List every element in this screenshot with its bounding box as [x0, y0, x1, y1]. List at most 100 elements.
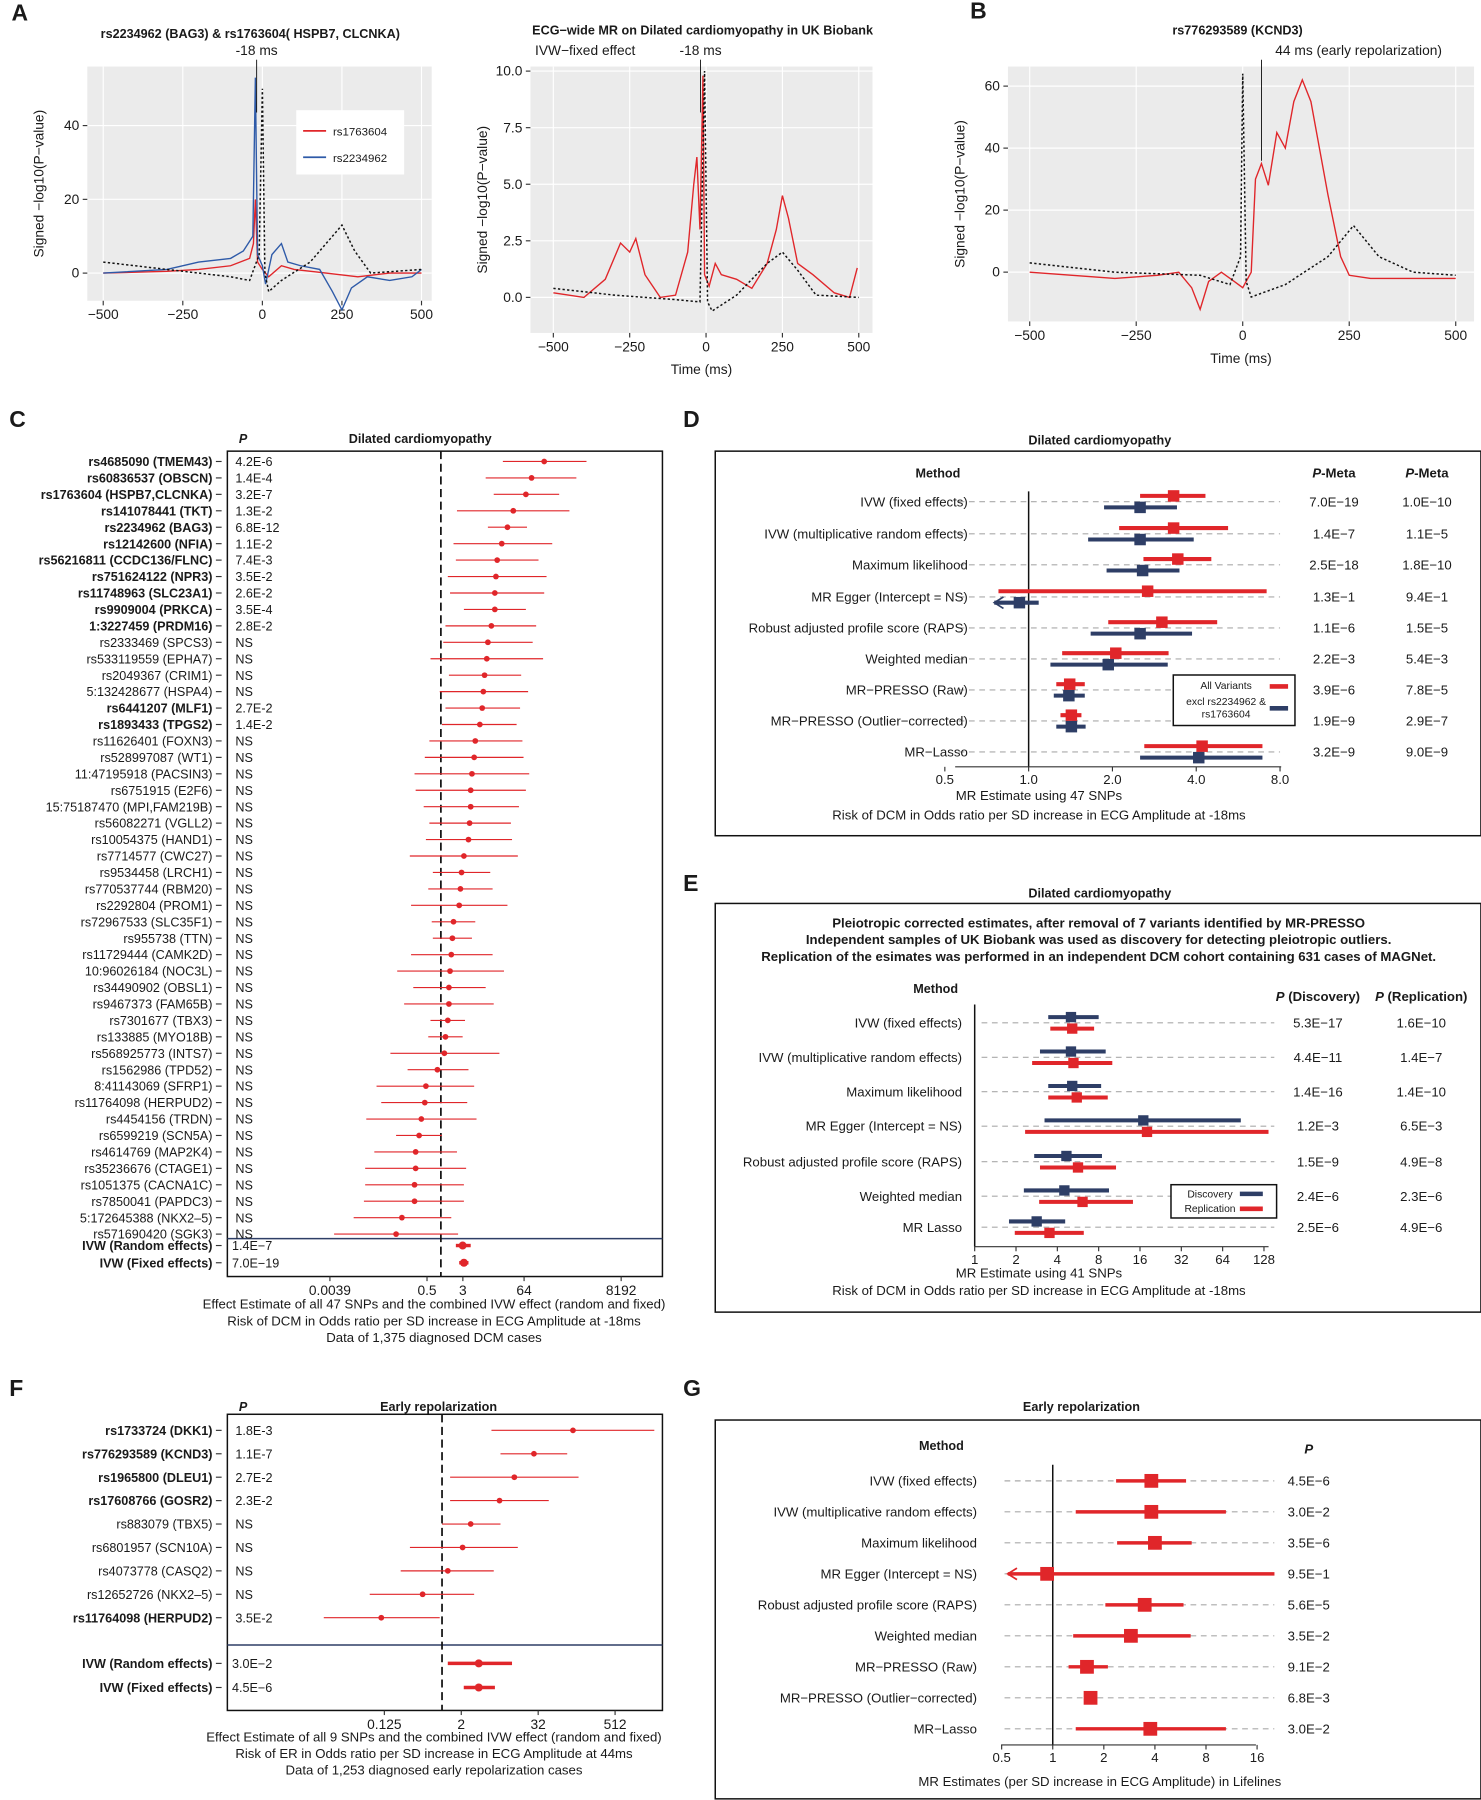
p-value: 6.8E-12	[235, 521, 279, 535]
method-row: Robust adjusted profile score (RAPS) 5.6E…	[758, 1597, 1330, 1612]
method-label: MR−Lasso	[914, 1721, 977, 1736]
p-value: 1.5E−9	[1297, 1154, 1339, 1169]
p-value: NS	[235, 636, 253, 650]
method-label: MR−PRESSO (Outlier−corrected)	[780, 1690, 977, 1705]
p-value: 1.4E−7	[1313, 526, 1355, 541]
p-value: NS	[235, 833, 253, 847]
p-value: NS	[235, 965, 253, 979]
snp-label: rs1733724 (DKK1)	[105, 1424, 212, 1438]
p-value: 4.9E−8	[1400, 1154, 1442, 1169]
p-header-suffix: (Replication)	[1384, 989, 1468, 1004]
x-tick-label: 64	[1215, 1252, 1230, 1267]
p-value: 1.4E−10	[1396, 1084, 1446, 1099]
snp-label: rs7850041 (PAPDC3)	[91, 1195, 212, 1209]
method-row: MR−PRESSO (Raw) 9.1E−2	[855, 1659, 1330, 1674]
point-estimate	[467, 787, 474, 794]
p-value: 1.1E−5	[1406, 526, 1448, 541]
snp-label: rs2292804 (PROM1)	[96, 899, 212, 913]
x-tick-label: 0.5	[992, 1750, 1010, 1765]
series-line-rs1763604	[103, 199, 422, 278]
point-estimate-blue	[1067, 1080, 1078, 1092]
p-value: 3.2E-7	[235, 488, 272, 502]
panel-letter-C: C	[9, 406, 26, 432]
snp-label: rs571690420 (SGK3)	[93, 1228, 212, 1242]
snp-row: rs11764098 (HERPUD2) 3.5E-2	[73, 1611, 440, 1625]
arrow-left-icon	[992, 596, 1004, 610]
series-line-ecg	[1029, 73, 1456, 298]
series-line-rs776293589	[1029, 78, 1456, 312]
x-tick-label: 8	[1202, 1750, 1209, 1765]
method-row: Maximum likelihood 1.4E−16 1.4E−10	[846, 1080, 1446, 1103]
series-line-ecg	[103, 88, 422, 293]
snp-row: rs571690420 (SGK3) NS	[93, 1228, 459, 1242]
snp-row: rs56216811 (CCDC136/FLNC) 7.4E-3	[39, 554, 539, 568]
y-tick-label: 20	[64, 192, 80, 207]
p-value: NS	[235, 1113, 253, 1127]
p-value: NS	[235, 1030, 253, 1044]
p-column-header: P	[239, 432, 248, 446]
point-estimate-red	[1080, 1659, 1094, 1674]
annotation-label: -18 ms	[680, 43, 722, 58]
chart-title: ECG−wide MR on Dilated cardiomyopathy in…	[532, 23, 874, 37]
annotation-label: -18 ms	[236, 43, 278, 58]
y-tick-label: 20	[985, 203, 1001, 218]
x-tick-label: 8	[1095, 1252, 1102, 1267]
point-estimate-blue	[1013, 596, 1026, 609]
p-header-suffix: -Meta	[1321, 466, 1356, 481]
p-value: NS	[235, 652, 253, 666]
point-estimate	[457, 886, 464, 892]
p-symbol: P	[1405, 466, 1414, 481]
summary-row: IVW (Fixed effects) 4.5E−6	[100, 1681, 495, 1695]
method-label: Weighted median	[875, 1628, 977, 1643]
point-estimate	[459, 1258, 468, 1267]
point-estimate	[491, 590, 498, 596]
method-label: IVW (multiplicative random effects)	[759, 1050, 963, 1065]
p-value: 3.0E−2	[1288, 1504, 1330, 1519]
snp-row: 1:3227459 (PRDM16) 2.8E-2	[89, 619, 537, 633]
x-tick-label: 2	[1012, 1252, 1019, 1267]
p-value: NS	[235, 1014, 253, 1028]
p-value: 2.6E-2	[235, 587, 272, 601]
point-estimate	[411, 1198, 418, 1205]
snp-row: rs7301677 (TBX3) NS	[109, 1014, 466, 1028]
p-column-header: P	[1304, 1441, 1313, 1456]
snp-row: rs2333469 (SPCS3) NS	[100, 636, 533, 650]
point-estimate-red	[1141, 1126, 1153, 1138]
point-estimate	[449, 935, 456, 942]
p-value: NS	[235, 932, 253, 946]
legend-label: Replication	[1184, 1204, 1235, 1215]
summary-row: IVW (Fixed effects) 7.0E−19	[100, 1256, 469, 1270]
x-axis-caption: Data of 1,375 diagnosed DCM cases	[326, 1330, 542, 1345]
p-value: NS	[235, 751, 253, 765]
y-tick-label: 10.0	[496, 64, 523, 79]
panel-letter-G: G	[683, 1375, 701, 1401]
p-value: 3.9E−6	[1313, 683, 1355, 698]
x-axis-caption: Data of 1,253 diagnosed early repolariza…	[286, 1763, 583, 1778]
p-value: 2.3E−6	[1400, 1189, 1442, 1204]
point-estimate	[511, 1474, 518, 1481]
p-value: 3.5E-4	[235, 603, 272, 617]
p-column-header: P	[239, 1400, 248, 1414]
p-value: NS	[235, 1096, 253, 1110]
snp-row: rs7850041 (PAPDC3) NS	[91, 1195, 464, 1209]
x-tick-label: 250	[1338, 328, 1361, 343]
panel-letter-E: E	[683, 870, 698, 896]
p-value: NS	[235, 817, 253, 831]
p-value: NS	[235, 1564, 253, 1578]
p-column-header: P (Replication)	[1375, 989, 1467, 1004]
chart-title: rs776293589 (KCND3)	[1172, 23, 1302, 37]
snp-row: rs7714577 (CWC27) NS	[97, 850, 518, 864]
p-value: 2.9E−7	[1406, 714, 1448, 729]
p-value: 4.5E−6	[1288, 1473, 1330, 1488]
x-tick-label: −250	[167, 307, 198, 322]
p-value: 9.1E−2	[1288, 1659, 1330, 1674]
x-tick-label: 2	[1100, 1750, 1107, 1765]
point-estimate	[570, 1427, 576, 1434]
method-row: MR−PRESSO (Outlier−corrected) 1.9E−9 2.9E−…	[771, 709, 1448, 733]
point-estimate-red	[1167, 522, 1180, 534]
panel-letter-F: F	[9, 1375, 23, 1401]
snp-row: rs12652726 (NKX2–5) NS	[87, 1588, 475, 1602]
snp-row: rs2049367 (CRIM1) NS	[102, 669, 522, 683]
x-tick-label: 8.0	[1271, 772, 1289, 787]
x-tick-label: 8192	[606, 1283, 637, 1298]
